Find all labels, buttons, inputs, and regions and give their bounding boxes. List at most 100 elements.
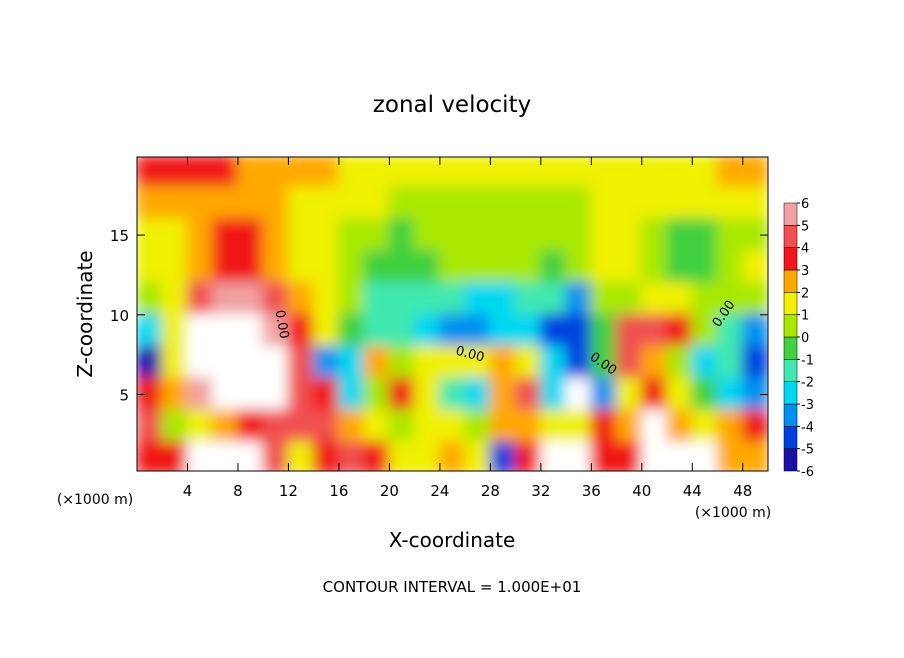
cell xyxy=(211,186,239,221)
y-tick-label: 10 xyxy=(110,307,129,325)
cell xyxy=(262,441,290,471)
cell xyxy=(640,186,669,221)
cell xyxy=(691,409,719,444)
cell xyxy=(236,186,265,221)
colorbar-label: 1 xyxy=(801,309,809,324)
cell xyxy=(137,157,164,189)
cell xyxy=(615,313,643,348)
cell xyxy=(489,313,517,348)
cell xyxy=(161,409,189,444)
cell xyxy=(161,281,189,316)
cell xyxy=(312,409,340,444)
cell xyxy=(287,345,315,380)
cell xyxy=(615,157,643,189)
cell xyxy=(590,218,618,253)
cell xyxy=(413,157,441,189)
x-axis-label: X-coordinate xyxy=(389,528,516,552)
cell xyxy=(691,345,719,380)
x-unit-right: (×1000 m) xyxy=(695,505,771,521)
cell xyxy=(514,313,542,348)
cell xyxy=(464,281,492,316)
cell xyxy=(236,313,265,348)
cell xyxy=(590,345,618,380)
cell xyxy=(388,281,416,316)
cell xyxy=(287,441,315,471)
x-tick-label: 48 xyxy=(733,482,752,500)
cell xyxy=(137,186,164,221)
cell xyxy=(363,186,391,221)
cell xyxy=(615,377,643,412)
y-tick-label: 15 xyxy=(110,227,129,245)
cell xyxy=(186,281,214,316)
cell xyxy=(413,281,441,316)
cell xyxy=(137,250,164,284)
cell xyxy=(565,377,593,412)
cell xyxy=(186,409,214,444)
cell xyxy=(716,186,744,221)
cell xyxy=(337,157,366,189)
cell xyxy=(514,218,542,253)
cell xyxy=(211,250,239,284)
x-tick-label: 24 xyxy=(430,482,449,500)
cell xyxy=(691,157,719,189)
cell xyxy=(590,409,618,444)
cell xyxy=(236,377,265,412)
cell xyxy=(186,345,214,380)
cell xyxy=(489,345,517,380)
cell xyxy=(741,250,768,284)
cell xyxy=(691,186,719,221)
cell xyxy=(337,377,366,412)
cell xyxy=(489,409,517,444)
cell xyxy=(363,345,391,380)
cell xyxy=(413,250,441,284)
cell xyxy=(640,409,669,444)
cell xyxy=(161,250,189,284)
cell xyxy=(186,313,214,348)
y-tick-label: 5 xyxy=(119,386,129,404)
cell xyxy=(287,218,315,253)
cells xyxy=(137,157,768,471)
cell xyxy=(211,377,239,412)
cell xyxy=(438,409,467,444)
cell xyxy=(615,441,643,471)
cell xyxy=(438,313,467,348)
x-tick-label: 32 xyxy=(531,482,550,500)
cell xyxy=(363,281,391,316)
cell xyxy=(691,441,719,471)
cell xyxy=(388,441,416,471)
cell xyxy=(489,441,517,471)
cell xyxy=(565,157,593,189)
cell xyxy=(312,157,340,189)
cell xyxy=(388,157,416,189)
cell xyxy=(438,186,467,221)
cell xyxy=(539,186,568,221)
cell xyxy=(741,409,768,444)
chart-title: zonal velocity xyxy=(373,92,531,118)
cell xyxy=(312,313,340,348)
cell xyxy=(464,250,492,284)
cell xyxy=(337,186,366,221)
cell xyxy=(464,157,492,189)
cell xyxy=(565,186,593,221)
colorbar-label: -2 xyxy=(801,376,814,391)
cell xyxy=(666,409,694,444)
cell xyxy=(666,218,694,253)
colorbar-band xyxy=(783,247,798,271)
x-unit-left: (×1000 m) xyxy=(57,492,133,508)
cell xyxy=(615,186,643,221)
cell xyxy=(186,186,214,221)
cell xyxy=(312,218,340,253)
cell xyxy=(666,250,694,284)
colorbar-label: 3 xyxy=(801,264,809,279)
cell xyxy=(186,441,214,471)
cell xyxy=(539,281,568,316)
cell xyxy=(363,409,391,444)
cell xyxy=(137,441,164,471)
cell xyxy=(161,441,189,471)
cell xyxy=(236,157,265,189)
cell xyxy=(691,281,719,316)
cell xyxy=(489,157,517,189)
cell xyxy=(741,186,768,221)
cell xyxy=(363,250,391,284)
contour-label: 0.00 xyxy=(454,344,486,366)
